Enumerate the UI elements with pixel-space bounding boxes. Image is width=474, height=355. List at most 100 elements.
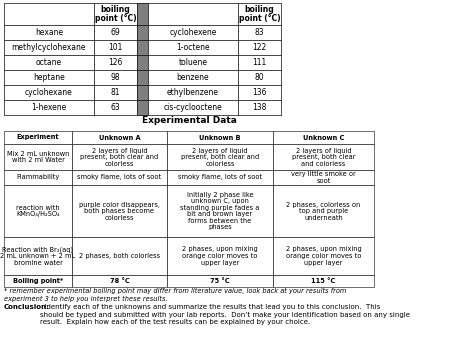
Bar xyxy=(94,55,137,70)
Bar xyxy=(273,237,374,275)
Bar xyxy=(4,237,72,275)
Bar xyxy=(273,170,374,185)
Text: toluene: toluene xyxy=(179,58,208,67)
Bar xyxy=(238,40,281,55)
Text: heptane: heptane xyxy=(33,73,65,82)
Text: 98: 98 xyxy=(111,73,120,82)
Bar xyxy=(167,185,273,237)
Bar xyxy=(94,70,137,85)
Bar xyxy=(137,85,148,100)
Bar xyxy=(137,100,148,115)
Bar xyxy=(72,275,167,287)
Text: Flammability: Flammability xyxy=(17,175,60,180)
Bar xyxy=(4,55,94,70)
Bar xyxy=(94,100,137,115)
Text: 63: 63 xyxy=(110,103,120,112)
Text: 2 phases, upon mixing
orange color moves to
upper layer: 2 phases, upon mixing orange color moves… xyxy=(286,246,361,266)
Text: hexane: hexane xyxy=(35,28,63,37)
Bar xyxy=(167,131,273,144)
Bar xyxy=(148,85,238,100)
Bar xyxy=(238,40,281,55)
Bar xyxy=(148,70,238,85)
Bar xyxy=(238,55,281,70)
Text: 83: 83 xyxy=(255,28,264,37)
Text: methylcyclohexane: methylcyclohexane xyxy=(12,43,86,52)
Bar xyxy=(137,55,148,70)
Text: 111: 111 xyxy=(252,58,266,67)
Text: 75 °C: 75 °C xyxy=(210,278,230,284)
Bar xyxy=(137,25,148,40)
Bar xyxy=(4,70,94,85)
Bar xyxy=(238,100,281,115)
Text: 80: 80 xyxy=(255,73,264,82)
Text: 1-octene: 1-octene xyxy=(176,43,210,52)
Bar xyxy=(94,3,137,25)
Bar xyxy=(137,40,148,55)
Bar xyxy=(137,70,148,85)
Bar xyxy=(148,3,238,25)
Bar xyxy=(4,144,72,170)
Bar xyxy=(94,40,137,55)
Bar xyxy=(4,100,94,115)
Bar xyxy=(94,70,137,85)
Bar xyxy=(137,3,148,25)
Text: Unknown B: Unknown B xyxy=(199,135,241,141)
Text: 1-hexene: 1-hexene xyxy=(31,103,67,112)
Bar xyxy=(4,170,72,185)
Bar xyxy=(4,70,94,85)
Text: 2 layers of liquid
present, both clear and
colorless: 2 layers of liquid present, both clear a… xyxy=(181,147,259,166)
Text: smoky flame, lots of soot: smoky flame, lots of soot xyxy=(77,175,162,180)
Bar xyxy=(238,25,281,40)
Text: * remember experimental boiling point may differ from literature value, look bac: * remember experimental boiling point ma… xyxy=(4,288,346,302)
Text: 2 layers of liquid
present, both clear
and colorless: 2 layers of liquid present, both clear a… xyxy=(292,147,355,166)
Bar xyxy=(4,40,94,55)
Bar xyxy=(4,40,94,55)
Bar xyxy=(273,144,374,170)
Bar xyxy=(148,100,238,115)
Bar xyxy=(94,55,137,70)
Bar xyxy=(4,275,72,287)
Text: 2 layers of liquid
present, both clear and
colorless: 2 layers of liquid present, both clear a… xyxy=(81,147,159,166)
Bar xyxy=(4,85,94,100)
Bar xyxy=(167,275,273,287)
Text: Reaction with Br₂(aq)
2 mL unknown + 2 mL
bromine water: Reaction with Br₂(aq) 2 mL unknown + 2 m… xyxy=(0,246,75,266)
Bar xyxy=(167,170,273,185)
Text: 115 °C: 115 °C xyxy=(311,278,336,284)
Bar xyxy=(137,100,148,115)
Text: benzene: benzene xyxy=(177,73,210,82)
Text: 78 °C: 78 °C xyxy=(109,278,129,284)
Bar xyxy=(94,100,137,115)
Bar xyxy=(72,237,167,275)
Bar xyxy=(148,40,238,55)
Text: Boiling point*: Boiling point* xyxy=(13,278,63,284)
Text: Initially 2 phase like
unknown C, upon
standing purple fades a
bit and brown lay: Initially 2 phase like unknown C, upon s… xyxy=(180,192,260,230)
Bar xyxy=(238,3,281,25)
Text: cis-cyclooctene: cis-cyclooctene xyxy=(164,103,222,112)
Text: octane: octane xyxy=(36,58,62,67)
Bar xyxy=(148,3,238,25)
Bar xyxy=(94,3,137,25)
Text: Identify each of the unknowns and summarize the results that lead you to this co: Identify each of the unknowns and summar… xyxy=(40,304,410,325)
Text: ethylbenzene: ethylbenzene xyxy=(167,88,219,97)
Text: 81: 81 xyxy=(111,88,120,97)
Bar xyxy=(137,40,148,55)
Text: reaction with
KMnO₄/H₂SO₄: reaction with KMnO₄/H₂SO₄ xyxy=(16,205,60,217)
Text: boiling
point (°C): boiling point (°C) xyxy=(239,5,280,23)
Bar xyxy=(273,275,374,287)
Text: 2 phases, colorless on
top and purple
underneath: 2 phases, colorless on top and purple un… xyxy=(286,202,361,220)
Bar xyxy=(148,40,238,55)
Bar xyxy=(94,25,137,40)
Text: purple color disappears,
both phases become
colorless: purple color disappears, both phases bec… xyxy=(79,202,160,220)
Text: Unknown A: Unknown A xyxy=(99,135,140,141)
Text: cyclohexene: cyclohexene xyxy=(169,28,217,37)
Bar xyxy=(167,237,273,275)
Text: Experiment: Experiment xyxy=(17,135,59,141)
Bar xyxy=(4,3,94,25)
Bar xyxy=(4,131,72,144)
Bar xyxy=(72,185,167,237)
Bar xyxy=(238,70,281,85)
Bar xyxy=(4,100,94,115)
Bar xyxy=(72,170,167,185)
Bar xyxy=(94,85,137,100)
Bar xyxy=(148,55,238,70)
